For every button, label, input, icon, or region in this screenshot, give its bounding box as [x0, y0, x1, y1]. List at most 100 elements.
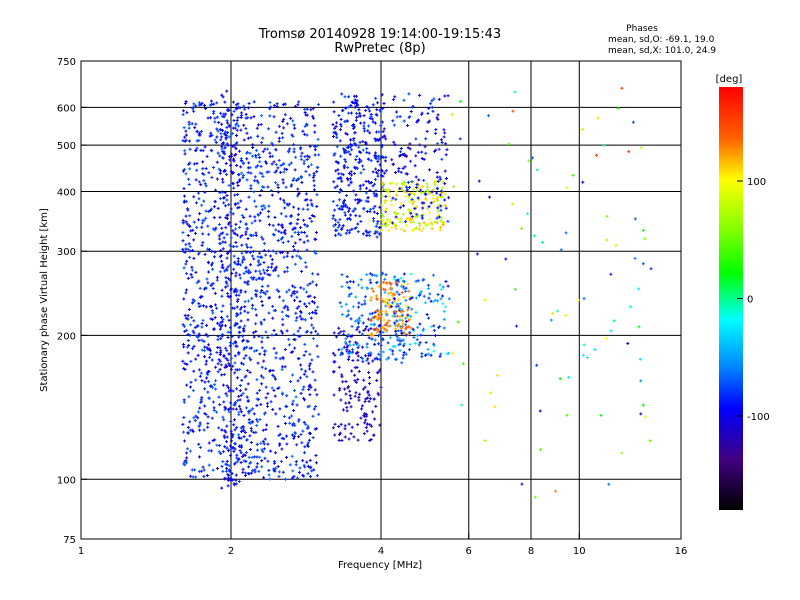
echo-point [375, 328, 379, 332]
echo-point [401, 166, 405, 170]
echo-point [409, 211, 413, 215]
echo-point [229, 356, 233, 360]
echo-point [422, 294, 426, 298]
echo-point [215, 101, 219, 105]
echo-point [232, 423, 236, 427]
echo-point [353, 373, 357, 377]
echo-point [303, 261, 307, 265]
x-tick-label: 8 [528, 546, 534, 557]
echo-point [439, 288, 443, 292]
echo-point [371, 359, 375, 363]
echo-point [385, 313, 389, 317]
echo-point [353, 98, 357, 102]
echo-point [225, 459, 229, 463]
echo-point [233, 447, 237, 451]
echo-point [374, 189, 378, 193]
echo-point [370, 117, 374, 121]
echo-point [297, 435, 301, 439]
echo-point [414, 175, 418, 179]
echo-point [272, 160, 276, 164]
echo-point [410, 217, 414, 221]
echo-point [385, 321, 389, 325]
data-points [181, 86, 653, 499]
echo-point [594, 153, 598, 157]
echo-point [269, 449, 273, 453]
echo-point [233, 340, 237, 344]
echo-point [240, 171, 244, 175]
echo-point [342, 329, 346, 333]
echo-point [212, 327, 216, 331]
echo-point [363, 302, 367, 306]
echo-point [363, 421, 367, 425]
echo-point [190, 268, 194, 272]
echo-point [244, 387, 248, 391]
echo-point [365, 422, 369, 426]
echo-point [248, 346, 252, 350]
echo-point [181, 250, 185, 254]
echo-point [202, 339, 206, 343]
echo-point [238, 149, 242, 153]
echo-point [383, 159, 387, 163]
echo-point [245, 395, 249, 399]
echo-point [380, 223, 384, 227]
echo-point [593, 348, 597, 352]
echo-point [331, 135, 335, 139]
echo-point [316, 137, 320, 141]
echo-point [346, 386, 350, 390]
echo-point [368, 278, 372, 282]
echo-point [256, 181, 260, 185]
echo-point [406, 180, 410, 184]
echo-point [359, 159, 363, 163]
echo-point [348, 218, 352, 222]
echo-point [236, 376, 240, 380]
echo-point [317, 102, 321, 106]
echo-point [565, 186, 569, 190]
echo-point [242, 356, 246, 360]
echo-point [355, 342, 359, 346]
echo-point [400, 291, 404, 295]
echo-point [352, 280, 356, 284]
y-tick-label: 200 [57, 331, 76, 342]
echo-point [358, 392, 362, 396]
echo-point [281, 299, 285, 303]
echo-point [430, 223, 434, 227]
echo-point [374, 294, 378, 298]
echo-point [369, 115, 373, 119]
echo-point [257, 334, 261, 338]
echo-point [257, 123, 261, 127]
echo-point [426, 111, 430, 115]
echo-point [234, 287, 238, 291]
echo-point [228, 158, 232, 162]
echo-point [417, 343, 421, 347]
echo-point [229, 447, 233, 451]
echo-point [268, 151, 272, 155]
echo-point [248, 370, 252, 374]
echo-point [343, 120, 347, 124]
echo-point [432, 328, 436, 332]
echo-point [249, 441, 253, 445]
echo-point [380, 168, 384, 172]
echo-point [355, 112, 359, 116]
echo-point [215, 135, 219, 139]
echo-point [289, 184, 293, 188]
echo-point [268, 107, 272, 111]
echo-point [358, 214, 362, 218]
echo-point [310, 202, 314, 206]
echo-point [278, 251, 282, 255]
echo-point [252, 276, 256, 280]
echo-point [227, 362, 231, 366]
echo-point [291, 469, 295, 473]
echo-point [388, 324, 392, 328]
echo-point [247, 161, 251, 165]
echo-point [376, 219, 380, 223]
echo-point [301, 473, 305, 477]
echo-point [214, 226, 218, 230]
echo-point [394, 189, 398, 193]
echo-point [309, 108, 313, 112]
echo-point [395, 193, 399, 197]
echo-point [199, 304, 203, 308]
echo-point [192, 256, 196, 260]
echo-point [333, 223, 337, 227]
echo-point [446, 284, 450, 288]
echo-point [411, 228, 415, 232]
